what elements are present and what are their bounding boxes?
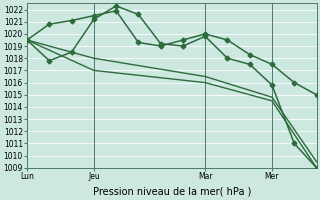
X-axis label: Pression niveau de la mer( hPa ): Pression niveau de la mer( hPa ) — [92, 187, 251, 197]
